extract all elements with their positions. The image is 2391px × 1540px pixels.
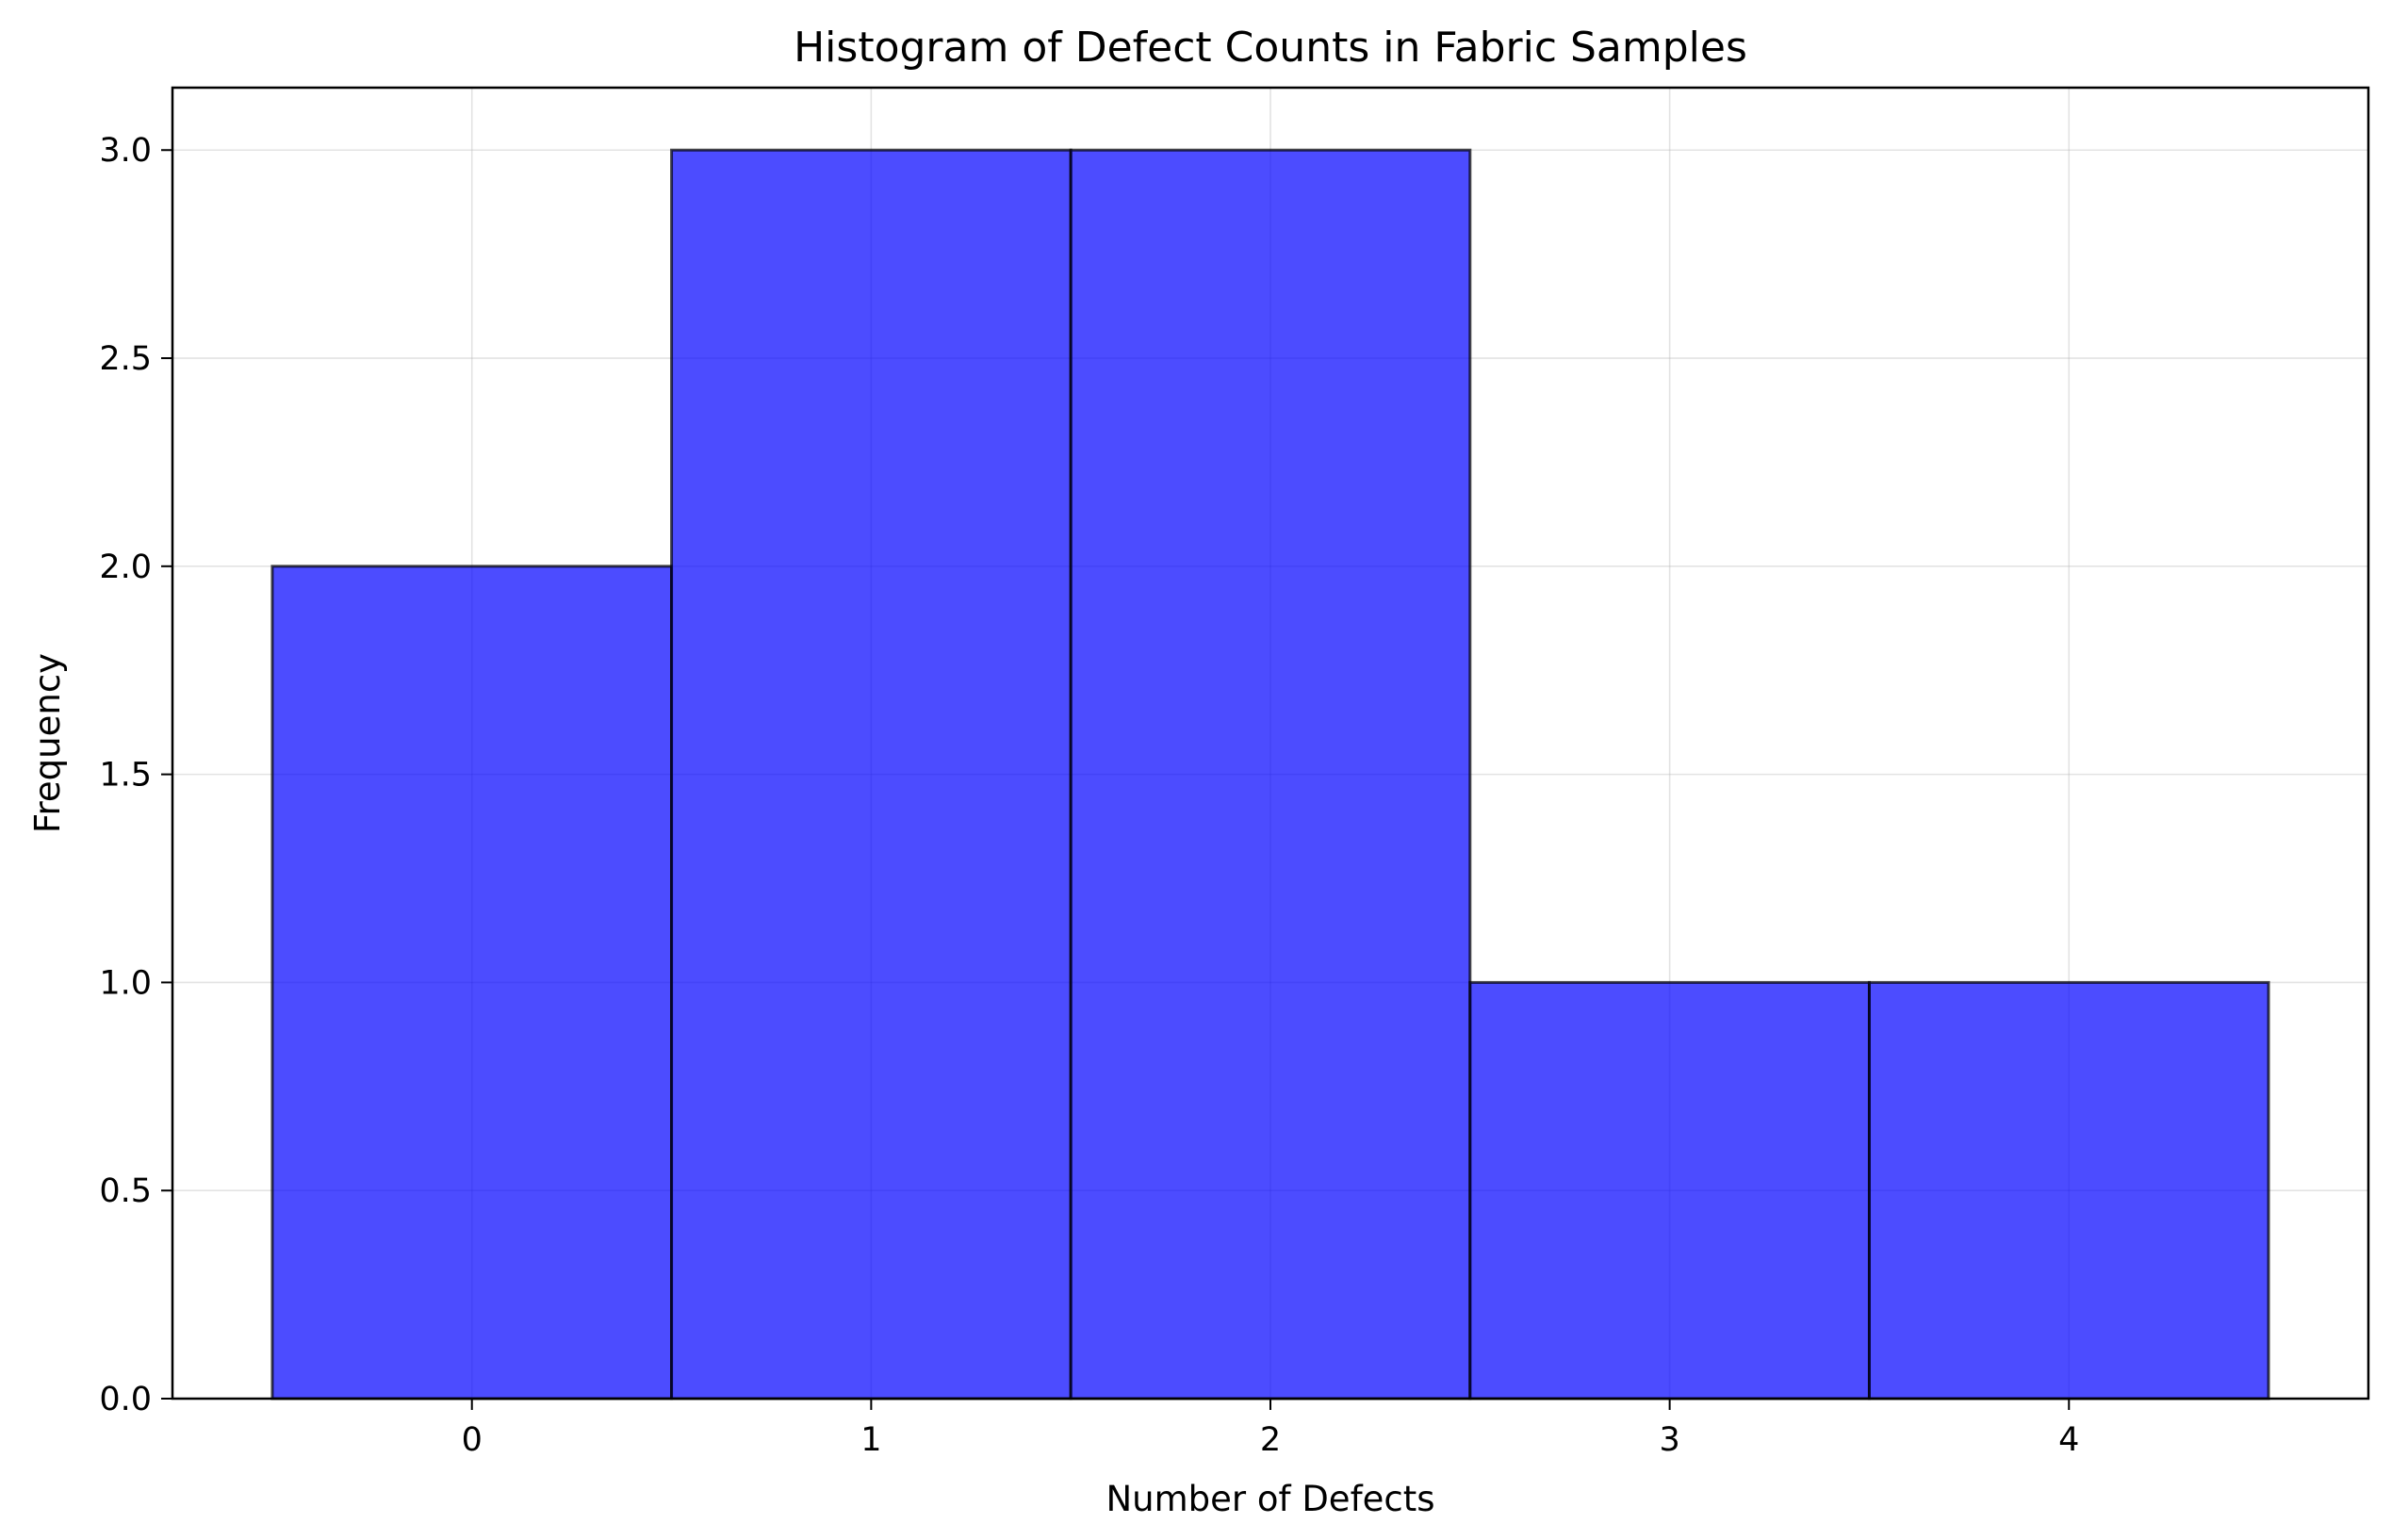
x-tick-label-1: 1 <box>860 1421 881 1459</box>
y-tick-label-5: 2.5 <box>99 340 152 378</box>
y-tick-label-2: 1.0 <box>99 964 152 1002</box>
y-tick-label-4: 2.0 <box>99 549 152 586</box>
histogram-bar-4 <box>1867 980 2270 1401</box>
x-tick-label-2: 2 <box>1260 1421 1281 1459</box>
x-axis-label: Number of Defects <box>1106 1479 1435 1519</box>
histogram-bar-1 <box>670 148 1073 1401</box>
x-tick-label-3: 3 <box>1659 1421 1679 1459</box>
histogram-bar-3 <box>1468 980 1871 1401</box>
histogram-bars <box>270 148 2270 1401</box>
histogram-bar-0 <box>270 565 674 1401</box>
x-tick-label-4: 4 <box>2058 1421 2079 1459</box>
y-tick-label-3: 1.5 <box>99 757 152 795</box>
histogram-bar-2 <box>1069 148 1472 1401</box>
y-tick-label-6: 3.0 <box>99 132 152 170</box>
axis-ticks: 0 1 2 3 4 0.0 0.5 1.0 1.5 2.0 2.5 3.0 <box>99 132 2079 1459</box>
y-tick-label-0: 0.0 <box>99 1381 152 1418</box>
x-tick-label-0: 0 <box>462 1421 483 1459</box>
chart-title: Histogram of Defect Counts in Fabric Sam… <box>794 24 1747 72</box>
y-tick-label-1: 0.5 <box>99 1172 152 1210</box>
y-axis-label: Frequency <box>27 653 68 833</box>
